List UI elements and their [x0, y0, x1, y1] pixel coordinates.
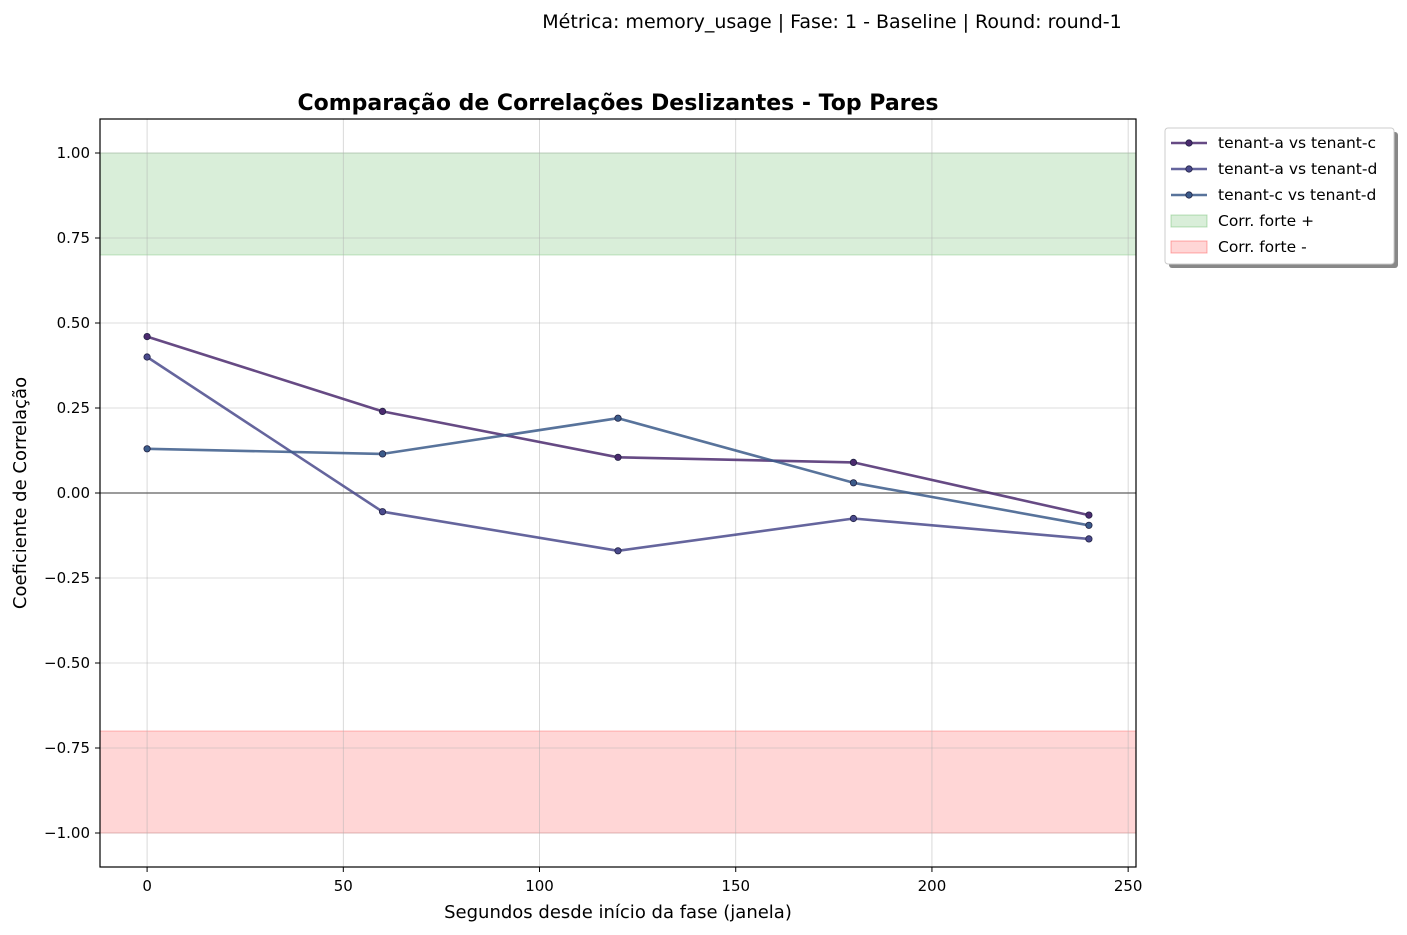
y-tick-label: 0.75 [57, 229, 90, 247]
series-line-1 [146, 335, 1090, 517]
data-point [1085, 521, 1093, 529]
legend-swatch-band [1170, 240, 1208, 254]
data-point [143, 332, 151, 341]
legend-label: tenant-a vs tenant-d [1218, 160, 1377, 178]
legend-label: Corr. forte + [1218, 212, 1314, 230]
legend-swatch-band [1170, 214, 1208, 228]
data-point [378, 508, 387, 516]
data-point [614, 414, 622, 422]
legend-box [1164, 127, 1395, 265]
data-point [378, 407, 387, 415]
series-line-3 [147, 416, 1090, 527]
legend-swatch-marker [1185, 165, 1193, 173]
data-point [614, 453, 622, 461]
chart-suptitle: Métrica: memory_usage | Fase: 1 - Baseli… [542, 11, 1121, 33]
x-tick-label: 0 [142, 877, 152, 895]
band-strong-positive [99, 152, 1137, 256]
data-point [849, 458, 858, 466]
chart-title: Comparação de Correlações Deslizantes - … [297, 91, 938, 116]
y-tick-label: −1.00 [44, 824, 90, 842]
y-tick-label: −0.50 [44, 654, 90, 672]
data-point [1085, 511, 1093, 519]
y-tick-label: 0.50 [57, 314, 90, 332]
y-axis-label: Coeficiente de Correlação [10, 377, 31, 609]
data-point [614, 547, 622, 555]
x-axis-label: Segundos desde início da fase (janela) [444, 902, 792, 923]
legend-label: tenant-a vs tenant-c [1218, 134, 1376, 152]
x-tick-label: 250 [1114, 877, 1143, 895]
x-tick-label: 100 [525, 877, 554, 895]
legend-label: tenant-c vs tenant-d [1218, 186, 1376, 204]
band-strong-negative [99, 730, 1137, 834]
data-point [143, 353, 151, 361]
legend-swatch-marker [1185, 191, 1193, 199]
y-tick-label: 0.00 [57, 484, 90, 502]
y-tick-label: 0.25 [57, 399, 90, 417]
x-tick-label: 50 [334, 877, 353, 895]
x-tick-label: 150 [721, 877, 750, 895]
plot-area: 0 50 100 150 200 250 1.00 0.75 0.50 0.25 0.00 −0.25… [44, 118, 1143, 895]
legend-label: Corr. forte - [1218, 238, 1307, 256]
y-tick-label: −0.75 [44, 739, 90, 757]
data-point [143, 445, 151, 453]
legend-swatch-marker [1185, 139, 1193, 147]
x-tick-label: 200 [918, 877, 947, 895]
y-tick-label: 1.00 [57, 144, 90, 162]
data-point [378, 450, 387, 458]
legend: tenant-a vs tenant-c tenant-a vs tenant-d… [1164, 127, 1398, 268]
data-point [849, 479, 858, 487]
y-tick-label: −0.25 [44, 569, 90, 587]
data-point [849, 514, 858, 523]
data-point [1085, 535, 1093, 543]
